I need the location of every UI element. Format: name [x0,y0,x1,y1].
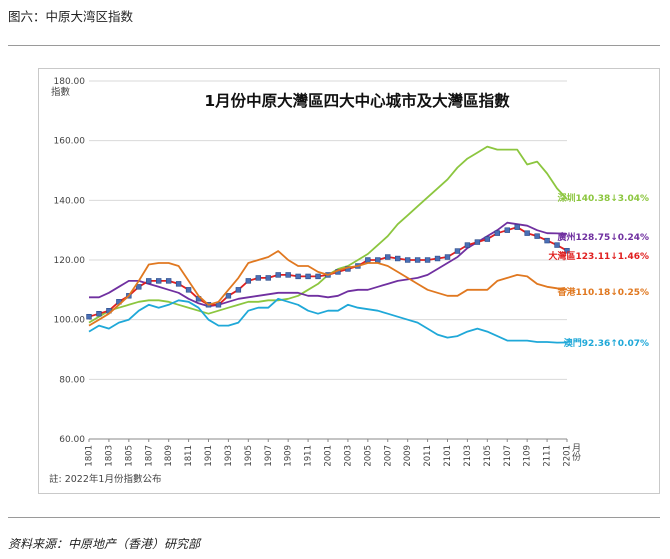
y-axis-label: 指數 [51,86,71,98]
x-tick-label: 2111 [543,445,553,467]
data-point [454,248,461,254]
x-tick-label: 1911 [304,445,314,467]
data-point [265,275,271,281]
series-label-深圳: 深圳140.38↓3.04% [558,192,650,204]
series-labels: 深圳140.38↓3.04% 廣州128.75↓0.24% 大灣區123.11↓1.… [549,192,650,349]
data-point [564,248,570,254]
x-tick-label: 2011 [423,445,433,467]
x-tick-label: 1901 [204,445,214,467]
data-point [245,278,252,284]
y-tick-label: 160.00 [54,137,86,147]
data-point [175,281,182,287]
x-tick-label: 2001 [324,445,334,467]
x-tick-label: 2103 [463,445,473,467]
y-tick-label: 100.00 [54,316,86,326]
series-label-澳門: 澳門92.36↑0.07% [564,337,649,349]
data-point [404,257,411,263]
data-point [365,257,371,263]
data-point [165,278,172,284]
x-tick-label: 1907 [264,445,274,467]
data-point [136,284,142,290]
y-tick-label: 140.00 [54,196,86,206]
x-tick-label: 2107 [503,445,513,467]
axes: 60.00 80.00 100.00 120.00 140.00 160.00 180.00… [54,77,581,467]
data-point [514,224,520,230]
data-point [395,255,401,262]
series-line-大灣區 [88,226,568,318]
y-tick-label: 120.00 [54,256,86,266]
y-tick-label: 60.00 [59,435,85,445]
x-tick-label: 1809 [164,445,174,467]
data-point [484,236,491,242]
data-point [544,237,550,244]
series-lines [86,145,570,344]
data-point [554,242,560,248]
top-divider [8,45,660,46]
data-point [86,313,92,320]
data-point [375,257,381,263]
series-line-香港 [88,250,568,327]
y-tick-label: 180.00 [54,77,86,87]
data-point [534,233,540,239]
data-point [414,257,421,263]
bottom-divider [8,517,660,518]
data-point [146,278,152,284]
line-chart: 60.00 80.00 100.00 120.00 140.00 160.00 180.00… [49,77,650,485]
data-point [235,287,242,293]
data-point [275,272,281,278]
series-line-廣州 [89,221,568,308]
data-point [494,230,500,236]
series-line-澳門 [88,297,568,344]
grid-lines [89,80,567,440]
x-tick-label: 2009 [403,445,413,467]
x-tick-label: 2201 [563,445,573,467]
data-point [185,287,192,293]
data-point [444,254,451,260]
chart-frame: 60.00 80.00 100.00 120.00 140.00 160.00 180.00… [38,68,660,494]
data-point [225,293,232,299]
x-tick-label: 1807 [144,445,154,467]
series-label-香港: 香港110.18↓0.25% [557,286,650,298]
chart-title: 1月份中原大灣區四大中心城市及大灣區指數 [204,91,510,110]
data-point [96,311,102,317]
data-point [464,242,471,248]
x-tick-label: 2003 [343,445,353,467]
x-tick-label: 1909 [284,445,294,467]
chart-note: 註: 2022年1月份指數公布 [49,473,161,485]
y-tick-label: 80.00 [59,375,85,385]
x-tick-label: 1801 [85,445,95,467]
x-tick-label: 2105 [483,445,493,467]
x-tick-label: 2005 [363,445,373,467]
x-tick-label: 2109 [523,445,533,467]
data-point [474,239,481,245]
data-point [255,275,261,281]
x-axis-label: 月份 [570,443,581,462]
x-tick-label: 2101 [443,445,453,467]
x-tick-label: 1803 [104,445,114,467]
source-note: 资料来源：中原地产（香港）研究部 [8,537,201,551]
data-point [524,230,530,236]
data-point [385,254,391,260]
data-point [504,227,510,233]
x-tick-label: 1905 [244,445,254,467]
x-tick-label: 1805 [124,445,134,467]
x-tick-label: 2007 [383,445,393,467]
x-tick-label: 1903 [224,445,234,467]
series-label-大灣區: 大灣區123.11↓1.46% [549,250,650,262]
data-point [156,278,162,284]
data-point [434,255,441,262]
figure-caption: 图六：中原大湾区指数 [8,9,134,24]
data-point [295,273,301,280]
series-label-廣州: 廣州128.75↓0.24% [558,231,650,243]
data-point [305,273,311,280]
data-point [285,272,291,278]
data-point [315,273,321,280]
x-tick-label: 1811 [184,445,194,467]
data-point [424,257,431,263]
